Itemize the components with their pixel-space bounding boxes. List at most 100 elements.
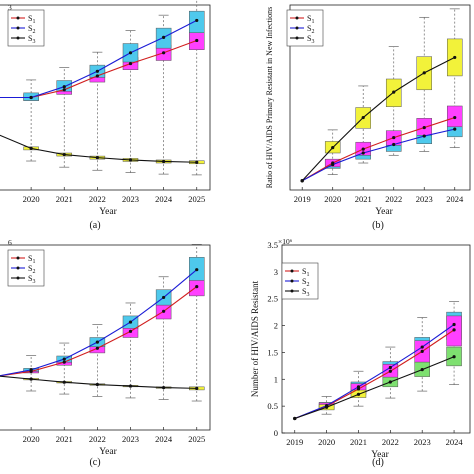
plot-frame	[289, 4, 471, 191]
data-point-s2	[388, 365, 392, 370]
series-line-s1	[301, 117, 455, 182]
x-tick-label: 2020	[23, 194, 40, 204]
y-tick-label: 3.5	[267, 240, 278, 250]
panel-caption: (b)	[372, 220, 384, 231]
y-tick-label: 1	[274, 374, 278, 384]
x-axis-label: Year	[99, 207, 117, 217]
y-axis-label: Ratio of HIV/AIDS Primary Resistant in N…	[265, 7, 274, 189]
x-tick-label: 2023	[122, 434, 139, 444]
data-point-s1	[452, 328, 456, 332]
data-point-s1	[128, 61, 133, 66]
data-point-s2	[95, 340, 99, 344]
x-tick-label: 2025	[188, 434, 205, 444]
x-tick-label: 2020	[318, 437, 335, 447]
plot-frame	[0, 244, 211, 431]
data-point-s1	[62, 88, 66, 92]
data-point-s3	[300, 179, 304, 183]
series-line-s2	[301, 128, 455, 182]
x-tick-label: 2023	[414, 437, 431, 447]
y-tick-label: 2.5	[267, 294, 278, 304]
data-point-s1	[95, 74, 99, 78]
legend-marker	[290, 289, 294, 293]
data-point-s3	[356, 392, 361, 396]
data-point-s2	[29, 95, 33, 100]
data-point-s2	[453, 127, 457, 131]
x-axis-label: Year	[375, 207, 393, 217]
data-point-s3	[62, 152, 66, 157]
data-point-s3	[388, 380, 392, 384]
data-point-s2	[128, 51, 133, 55]
data-point-s1	[422, 125, 426, 130]
exponent-label: ×10⁶	[278, 237, 293, 246]
x-tick-label: 2022	[89, 194, 106, 204]
legend-marker	[16, 266, 20, 270]
panel-caption: (a)	[89, 220, 100, 231]
legend-marker	[16, 256, 20, 260]
data-point-s2	[162, 35, 166, 39]
data-point-s1	[162, 309, 166, 313]
x-tick-label: 2022	[382, 437, 399, 447]
x-tick-label: 2021	[355, 194, 372, 204]
data-point-s3	[128, 158, 133, 162]
data-point-s2	[356, 385, 361, 389]
legend-label-s3: S3	[307, 34, 314, 45]
x-axis-label: Year	[99, 447, 117, 457]
legend-label-s2: S2	[28, 24, 35, 35]
data-point-s2	[62, 85, 66, 89]
x-tick-label: 2022	[89, 434, 106, 444]
x-axis-label: Year	[371, 450, 389, 460]
data-point-s3	[331, 146, 335, 150]
data-point-s1	[361, 147, 365, 151]
data-point-s1	[195, 285, 199, 289]
data-point-s3	[195, 160, 199, 164]
x-tick-label: 2025	[188, 194, 205, 204]
data-point-s1	[162, 51, 166, 55]
data-point-s3	[162, 386, 166, 390]
y-axis-label: Number of HIV/AIDS Resistant	[250, 280, 260, 397]
legend-marker	[295, 16, 299, 20]
x-tick-label: 2024	[446, 194, 464, 204]
series-line-s2	[294, 324, 455, 420]
data-point-s2	[452, 322, 456, 327]
panel-caption: (d)	[372, 457, 384, 468]
x-tick-label: 2024	[446, 437, 464, 447]
data-point-s3	[361, 115, 365, 120]
legend-label-s2: S2	[307, 24, 314, 35]
plot-frame	[0, 4, 211, 191]
x-tick-label: 2020	[324, 194, 341, 204]
series-line-s1	[294, 329, 455, 420]
data-point-s1	[62, 360, 66, 364]
data-point-s3	[62, 380, 66, 384]
x-tick-label: 2023	[416, 194, 433, 204]
legend-label-s3: S3	[28, 274, 35, 285]
data-point-s3	[293, 416, 297, 421]
data-point-s2	[128, 320, 133, 324]
x-tick-label: 2019	[286, 437, 303, 447]
legend-marker	[16, 36, 20, 40]
x-tick-label: 2022	[385, 194, 402, 204]
chart-panel-d: 2019 2020 2021 2022 2023 2024 0 0.5 1 1.5 2 2.5 3 3.5…	[250, 237, 471, 468]
data-point-s2	[95, 69, 99, 73]
y-tick-label: 1.5	[267, 347, 278, 357]
data-point-s2	[361, 151, 365, 155]
legend-label-s3: S3	[302, 287, 309, 298]
legend-label-s2: S2	[28, 264, 35, 275]
data-point-s2	[29, 368, 33, 372]
legend-marker	[16, 26, 20, 30]
chart-panel-b: 2019 2020 2021 2022 2023 2024 Year Ratio of HIV…	[265, 4, 471, 231]
data-point-s2	[392, 142, 396, 147]
data-point-s3	[420, 368, 424, 372]
legend-marker	[295, 36, 299, 40]
data-point-s3	[95, 382, 99, 387]
data-point-s1	[388, 369, 392, 373]
legend-marker	[295, 26, 299, 30]
legend-marker	[290, 279, 294, 283]
data-point-s1	[195, 38, 199, 43]
data-point-s2	[195, 268, 199, 272]
data-point-s3	[29, 377, 33, 381]
legend-marker	[16, 16, 20, 20]
data-point-s3	[453, 55, 457, 60]
y-tick-label: 0	[274, 428, 278, 438]
